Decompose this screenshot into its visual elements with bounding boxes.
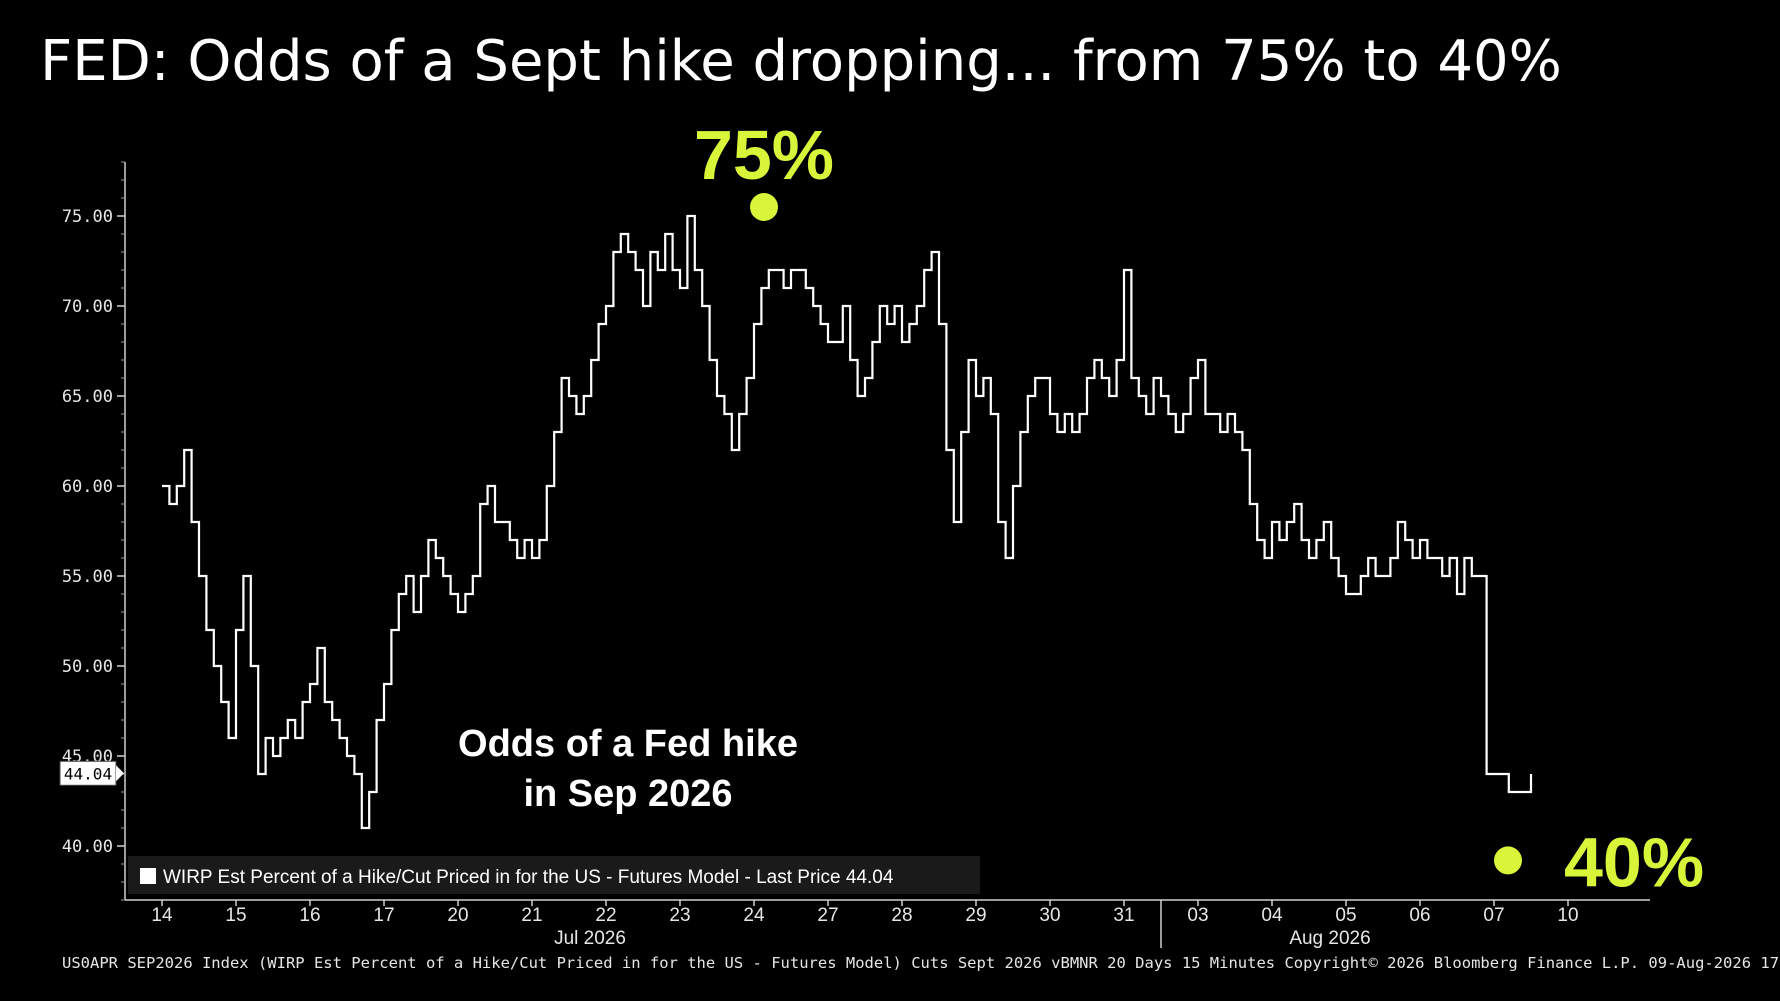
legend: WIRP Est Percent of a Hike/Cut Priced in… — [128, 856, 980, 894]
y-tick-label: 50.00 — [62, 657, 113, 677]
last-price-arrow — [116, 765, 124, 782]
legend-text: WIRP Est Percent of a Hike/Cut Priced in… — [163, 867, 894, 888]
x-tick-label: 14 — [151, 905, 173, 926]
x-ticks: 14 15 16 17 20 21 22 23 24 27 28 29 30 31 03 04 05 06 07 10 — [151, 900, 1579, 926]
y-tick-label: 70.00 — [62, 297, 113, 317]
y-tick-label: 65.00 — [62, 387, 113, 407]
x-tick-label: 17 — [373, 905, 394, 926]
highlight-label: 75% — [694, 116, 834, 194]
x-tick-label: 05 — [1335, 905, 1356, 926]
last-price-tag: 44.04 — [59, 760, 124, 786]
annotation: Odds of a Fed hike in Sep 2026 — [458, 723, 798, 815]
chart-title: FED: Odds of a Sept hike dropping... fro… — [40, 29, 1562, 94]
x-tick-label: 22 — [595, 905, 616, 926]
x-tick-label: 16 — [299, 905, 320, 926]
month-labels: Jul 2026 Aug 2026 — [554, 928, 1371, 949]
x-tick-label: 24 — [743, 905, 765, 926]
x-tick-label: 28 — [891, 905, 912, 926]
series-line — [162, 214, 1533, 830]
x-tick-label: 07 — [1483, 905, 1504, 926]
x-tick-label: 30 — [1039, 905, 1060, 926]
x-tick-label: 15 — [225, 905, 246, 926]
legend-bg — [128, 856, 980, 894]
x-tick-label: 20 — [447, 905, 468, 926]
annotation-line-1: Odds of a Fed hike — [458, 723, 798, 765]
annotation-line-2: in Sep 2026 — [523, 773, 732, 815]
x-tick-label: 21 — [521, 905, 542, 926]
x-tick-label: 29 — [965, 905, 986, 926]
y-tick-label: 40.00 — [62, 837, 113, 857]
x-tick-label: 23 — [669, 905, 690, 926]
x-tick-label: 31 — [1113, 905, 1134, 926]
y-tick-label: 75.00 — [62, 207, 113, 227]
footer-text: US0APR SEP2026 Index (WIRP Est Percent o… — [62, 954, 1780, 972]
y-tick-label: 55.00 — [62, 567, 113, 587]
x-tick-label: 06 — [1409, 905, 1430, 926]
x-tick-label: 27 — [817, 905, 838, 926]
last-price-label: 44.04 — [64, 764, 112, 783]
series-group — [162, 214, 1533, 830]
x-tick-label: 03 — [1187, 905, 1208, 926]
legend-swatch — [140, 868, 156, 884]
highlight-dot — [1494, 846, 1522, 875]
highlight-label: 40% — [1564, 823, 1704, 901]
y-tick-label: 60.00 — [62, 477, 113, 497]
highlight-dot — [750, 193, 778, 221]
x-axis: 14 15 16 17 20 21 22 23 24 27 28 29 30 31 03 04 05 06 07 10… — [125, 899, 1650, 949]
x-tick-label: 04 — [1261, 905, 1283, 926]
x-tick-label: 10 — [1557, 905, 1578, 926]
month-label: Aug 2026 — [1289, 928, 1370, 949]
month-label: Jul 2026 — [554, 928, 626, 949]
highlight-points: 75% 40% — [694, 116, 1704, 901]
